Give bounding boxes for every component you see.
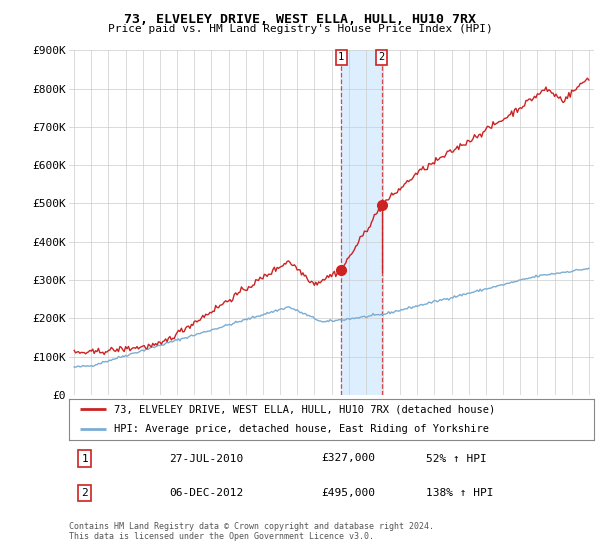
Text: 73, ELVELEY DRIVE, WEST ELLA, HULL, HU10 7RX: 73, ELVELEY DRIVE, WEST ELLA, HULL, HU10… [124, 13, 476, 26]
Text: Price paid vs. HM Land Registry's House Price Index (HPI): Price paid vs. HM Land Registry's House … [107, 24, 493, 34]
Text: 138% ↑ HPI: 138% ↑ HPI [426, 488, 493, 498]
Text: 2: 2 [379, 52, 385, 62]
Text: 2: 2 [82, 488, 88, 498]
Text: HPI: Average price, detached house, East Riding of Yorkshire: HPI: Average price, detached house, East… [113, 424, 488, 434]
Text: 73, ELVELEY DRIVE, WEST ELLA, HULL, HU10 7RX (detached house): 73, ELVELEY DRIVE, WEST ELLA, HULL, HU10… [113, 404, 495, 414]
Text: 27-JUL-2010: 27-JUL-2010 [169, 454, 243, 464]
Text: 1: 1 [82, 454, 88, 464]
Text: 1: 1 [338, 52, 344, 62]
Text: 06-DEC-2012: 06-DEC-2012 [169, 488, 243, 498]
Text: Contains HM Land Registry data © Crown copyright and database right 2024.
This d: Contains HM Land Registry data © Crown c… [69, 522, 434, 542]
Bar [341, 50, 382, 395]
Text: £495,000: £495,000 [321, 488, 375, 498]
Text: 52% ↑ HPI: 52% ↑ HPI [426, 454, 487, 464]
Text: £327,000: £327,000 [321, 454, 375, 464]
